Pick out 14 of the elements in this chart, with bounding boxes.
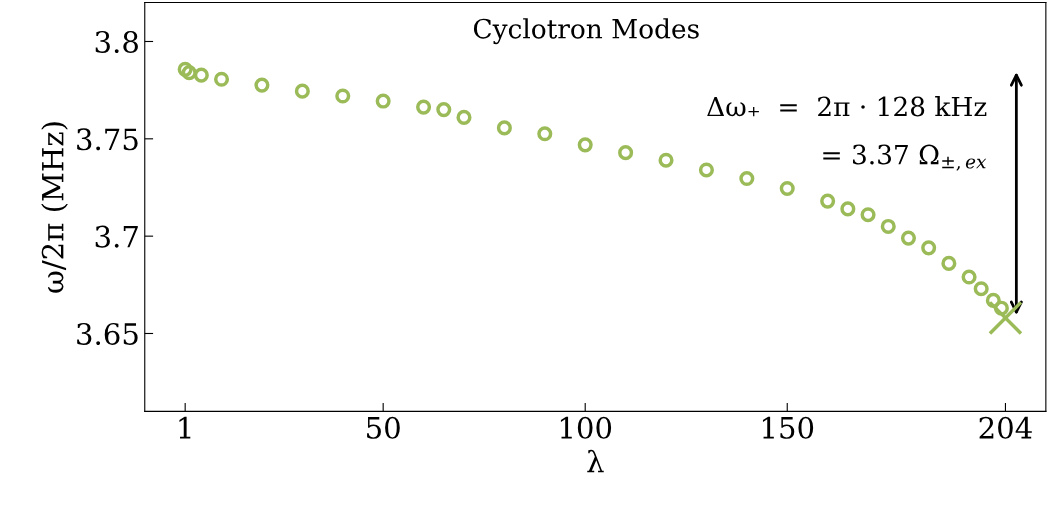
y-tick-label: 3.65 (77, 322, 138, 345)
y-tick-label: 3.8 (95, 30, 138, 53)
x-tick-label: 100 (560, 416, 612, 439)
annotation: = 3.37 Ω$_{±,ex}$ (823, 144, 987, 171)
annotation: Δω₊ = 2π · 128 kHz (707, 96, 987, 117)
x-axis-title: λ (587, 449, 604, 473)
y-tick-label: 3.75 (77, 128, 138, 151)
x-tick-label: 150 (762, 416, 814, 439)
text: Cyclotron Modes (473, 18, 699, 45)
x-tick-label: 50 (367, 416, 400, 439)
x-tick-label: 1 (179, 416, 191, 439)
y-axis-title: ω/2π (MHz) (41, 122, 68, 293)
x-tick-label: 204 (979, 416, 1032, 439)
y-tick-label: 3.7 (95, 225, 138, 248)
